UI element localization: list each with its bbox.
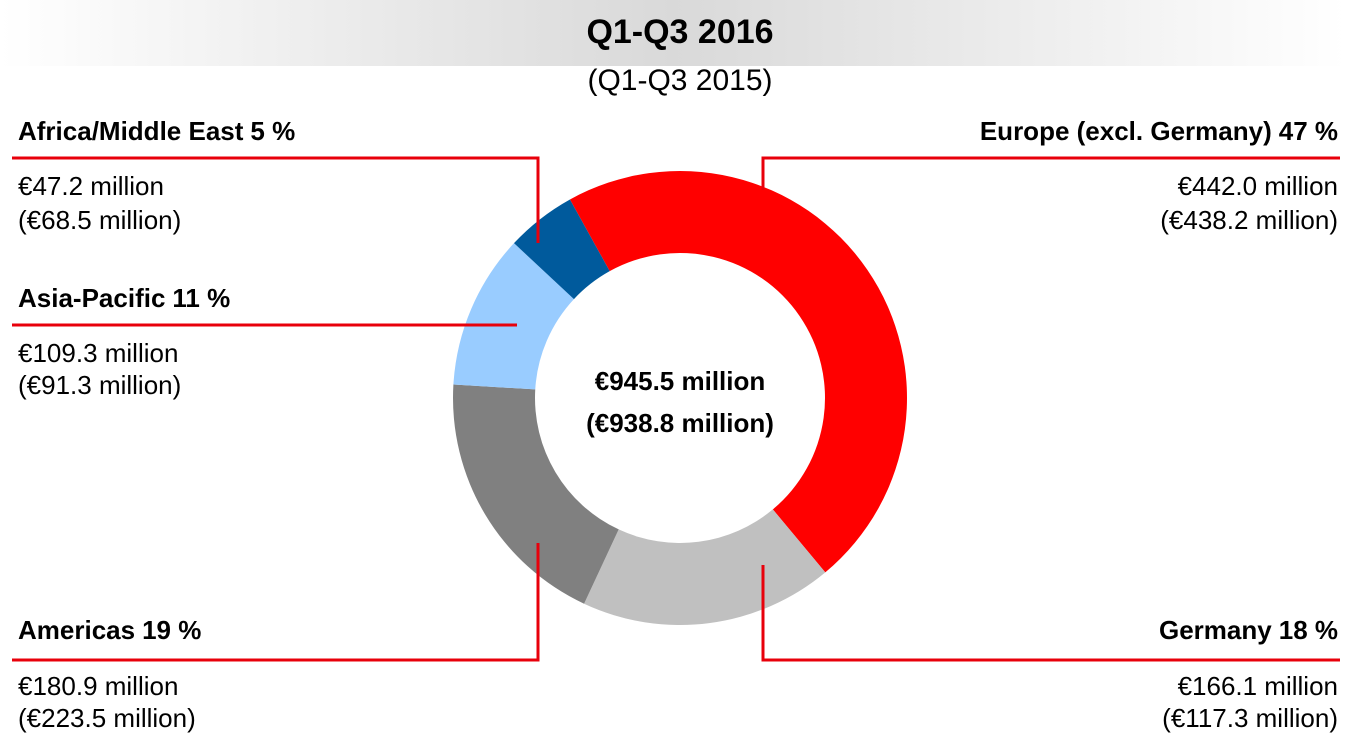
legend-label: Europe (excl. Germany) 47 % bbox=[980, 116, 1338, 146]
legend-label: Asia-Pacific 11 % bbox=[18, 283, 230, 313]
category-name: Asia-Pacific bbox=[18, 283, 165, 313]
prior-amount-label: (€438.2 million) bbox=[1160, 205, 1338, 235]
title-band bbox=[0, 0, 1346, 66]
leader-line bbox=[761, 565, 1340, 662]
chart-title: Q1-Q3 2016 bbox=[586, 13, 773, 51]
amount-label: €442.0 million bbox=[1178, 171, 1338, 201]
amount-label: €166.1 million bbox=[1178, 671, 1338, 701]
leader-line bbox=[12, 156, 540, 243]
prior-total-label: (€938.8 million) bbox=[586, 408, 774, 438]
legend-label: Germany 18 % bbox=[1159, 615, 1338, 645]
donut bbox=[453, 171, 907, 625]
legend-label: Africa/Middle East 5 % bbox=[18, 116, 295, 146]
category-name: Europe (excl. Germany) bbox=[980, 116, 1272, 146]
value-label: 18 % bbox=[1279, 615, 1338, 645]
amount-label: €109.3 million bbox=[18, 338, 178, 368]
donut-slice bbox=[569, 171, 907, 573]
prior-amount-label: (€223.5 million) bbox=[18, 703, 196, 733]
category-name: Africa/Middle East bbox=[18, 116, 244, 146]
leader-line bbox=[12, 543, 540, 662]
value-label: 5 % bbox=[250, 116, 295, 146]
prior-amount-label: (€91.3 million) bbox=[18, 370, 181, 400]
total-label: €945.5 million bbox=[595, 366, 766, 396]
chart-subtitle: (Q1-Q3 2015) bbox=[587, 64, 772, 97]
prior-amount-label: (€68.5 million) bbox=[18, 205, 181, 235]
leader-line bbox=[761, 156, 1340, 190]
legend-label: Americas 19 % bbox=[18, 615, 201, 645]
value-label: 19 % bbox=[142, 615, 201, 645]
category-name: Germany bbox=[1159, 615, 1272, 645]
donut-slice bbox=[584, 509, 826, 625]
donut-slice bbox=[453, 243, 574, 390]
category-name: Americas bbox=[18, 615, 135, 645]
value-label: 11 % bbox=[172, 283, 230, 313]
donut-slice bbox=[453, 384, 619, 604]
prior-amount-label: (€117.3 million) bbox=[1162, 703, 1338, 733]
amount-label: €47.2 million bbox=[18, 171, 164, 201]
amount-label: €180.9 million bbox=[18, 671, 178, 701]
value-label: 47 % bbox=[1279, 116, 1338, 146]
